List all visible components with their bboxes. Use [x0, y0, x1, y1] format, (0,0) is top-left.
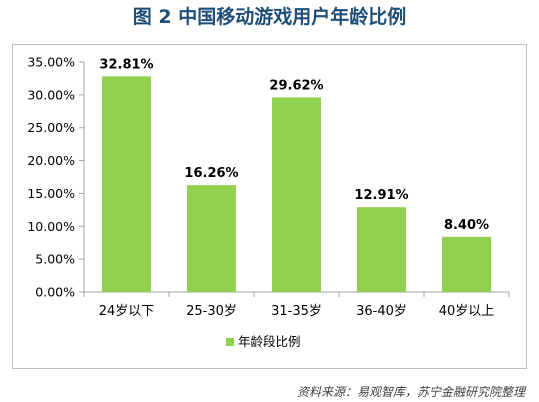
x-tick-label: 24岁以下: [99, 304, 155, 319]
data-label: 29.62%: [269, 78, 323, 93]
bar: [102, 76, 151, 293]
chart-title: 图 2 中国移动游戏用户年龄比例: [132, 6, 407, 28]
legend-swatch: [226, 338, 234, 346]
data-label: 8.40%: [444, 218, 489, 233]
y-tick-label: 25.00%: [27, 120, 75, 135]
x-tick-label: 36-40岁: [356, 304, 407, 319]
chart-frame: [12, 44, 527, 369]
x-tick-label: 40岁以上: [439, 304, 495, 319]
data-label: 16.26%: [184, 166, 238, 181]
y-tick-label: 15.00%: [27, 186, 75, 201]
y-tick-label: 10.00%: [27, 219, 75, 234]
y-tick-label: 5.00%: [35, 252, 75, 267]
bar: [357, 207, 406, 292]
bar: [272, 97, 321, 293]
bar: [187, 185, 236, 292]
y-tick-label: 35.00%: [27, 55, 75, 70]
y-tick-label: 0.00%: [35, 285, 75, 300]
data-label: 32.81%: [99, 57, 153, 72]
source-note: 资料来源：易观智库，苏宁金融研究院整理: [296, 385, 525, 399]
y-tick-label: 20.00%: [27, 153, 75, 168]
data-label: 12.91%: [354, 188, 408, 203]
bar: [442, 236, 491, 292]
legend-label: 年龄段比例: [238, 334, 301, 349]
x-tick-label: 31-35岁: [271, 304, 322, 319]
y-tick-label: 30.00%: [27, 87, 75, 102]
x-tick-label: 25-30岁: [186, 304, 237, 319]
